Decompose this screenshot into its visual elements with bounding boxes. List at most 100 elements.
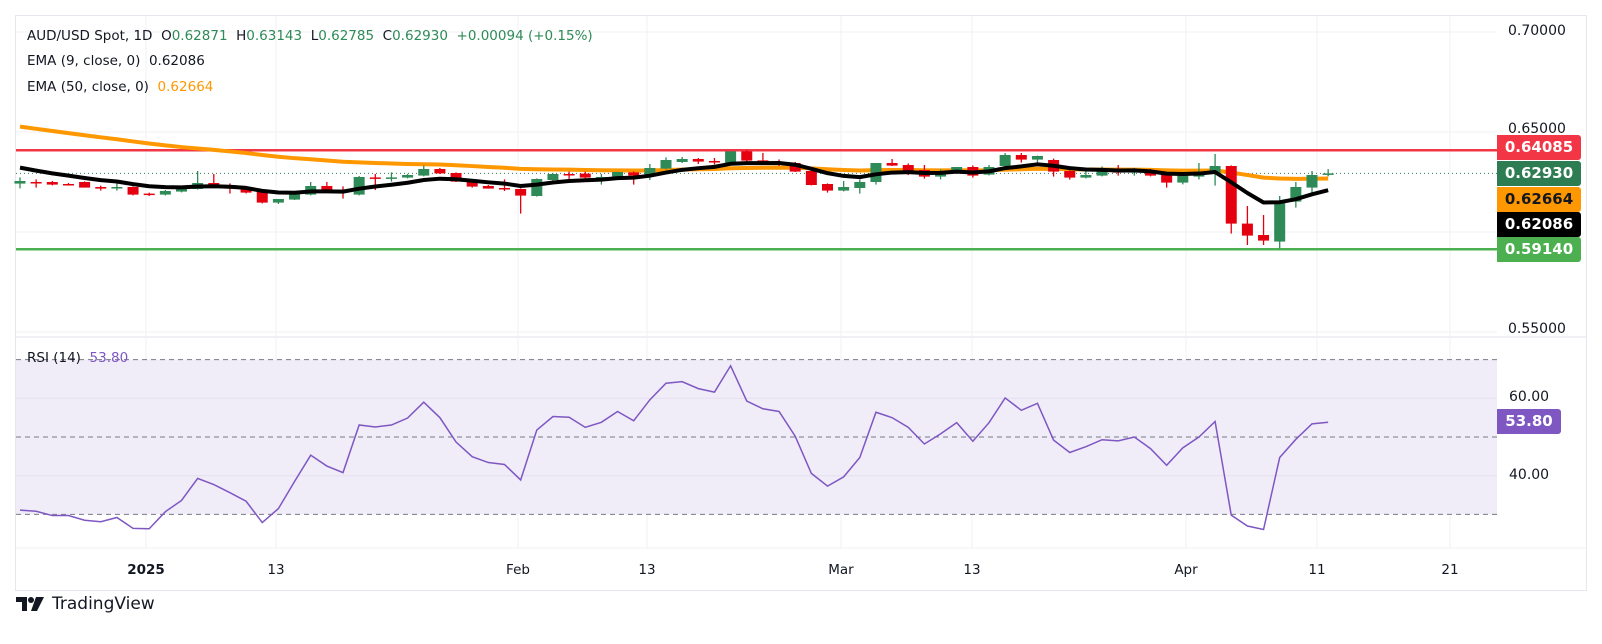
logo-text: TradingView bbox=[52, 594, 155, 614]
candle-body bbox=[1031, 156, 1043, 160]
candle bbox=[822, 183, 833, 193]
date-tick: Feb bbox=[506, 562, 530, 578]
candle-body bbox=[708, 161, 720, 163]
change-value: +0.00094 (+0.15%) bbox=[456, 28, 593, 44]
candle-body bbox=[1177, 175, 1189, 183]
candle bbox=[547, 173, 559, 181]
ema9-price-tag: 0.62086 bbox=[1497, 212, 1581, 237]
candle-body bbox=[79, 182, 91, 188]
candle-body bbox=[1096, 171, 1108, 176]
candle bbox=[838, 181, 850, 192]
candle bbox=[30, 179, 42, 188]
candle-body bbox=[208, 183, 220, 186]
candle bbox=[1290, 182, 1302, 208]
ema50-label: EMA (50, close, 0) bbox=[27, 79, 149, 95]
date-tick: 13 bbox=[963, 562, 981, 578]
candle-body bbox=[999, 155, 1011, 166]
candle bbox=[272, 199, 284, 204]
candle bbox=[1322, 169, 1334, 177]
candle bbox=[256, 191, 268, 204]
candle bbox=[515, 188, 527, 214]
candle bbox=[1177, 175, 1189, 185]
candle bbox=[886, 159, 898, 166]
candle-body bbox=[676, 159, 688, 162]
candle bbox=[14, 177, 26, 189]
candle-body bbox=[789, 163, 801, 172]
symbol-title: AUD/USD Spot, 1D bbox=[27, 28, 153, 44]
candle bbox=[62, 183, 74, 186]
candle bbox=[854, 179, 866, 194]
candle bbox=[1225, 165, 1237, 234]
candle bbox=[127, 186, 139, 196]
candle-body bbox=[321, 186, 333, 191]
candle-body bbox=[1290, 187, 1302, 202]
candle-body bbox=[176, 188, 187, 192]
symbol-legend: AUD/USD Spot, 1D O0.62871 H0.63143 L0.62… bbox=[27, 28, 593, 44]
rsi-value-tag: 53.80 bbox=[1497, 409, 1561, 434]
date-tick: 13 bbox=[267, 562, 285, 578]
close-label: C bbox=[382, 28, 393, 44]
candle-body bbox=[46, 182, 58, 185]
candle-body bbox=[159, 191, 171, 195]
low-value: 0.62785 bbox=[318, 28, 375, 44]
candle bbox=[563, 171, 575, 180]
candle-body bbox=[531, 179, 543, 196]
candle-body bbox=[886, 163, 898, 166]
ema50-price-tag: 0.62664 bbox=[1497, 187, 1581, 212]
rsi-line bbox=[19, 364, 1329, 531]
candle-body bbox=[515, 189, 527, 196]
ema9-label: EMA (9, close, 0) bbox=[27, 53, 141, 69]
candle-body bbox=[1161, 174, 1173, 183]
candle-body bbox=[127, 187, 139, 195]
candle bbox=[1080, 170, 1092, 179]
low-label: L bbox=[310, 28, 319, 44]
candle-body bbox=[628, 172, 640, 176]
candle bbox=[79, 181, 91, 188]
price-tick: 0.70000 bbox=[1508, 23, 1566, 39]
candle-body bbox=[62, 184, 74, 186]
ema9-value: 0.62086 bbox=[148, 53, 205, 69]
candle bbox=[999, 153, 1011, 167]
tradingview-logo[interactable]: TradingView bbox=[16, 594, 155, 614]
candle-body bbox=[111, 187, 123, 189]
candle-body bbox=[725, 151, 737, 163]
candle-body bbox=[95, 187, 107, 189]
candle bbox=[385, 172, 397, 182]
candle-body bbox=[499, 188, 510, 190]
candle bbox=[531, 178, 543, 197]
candle-body bbox=[289, 194, 301, 200]
ema9-legend[interactable]: EMA (9, close, 0) 0.62086 bbox=[27, 53, 205, 69]
candle-body bbox=[402, 175, 414, 178]
date-tick: Mar bbox=[828, 562, 854, 578]
price-tick: 0.55000 bbox=[1508, 321, 1566, 337]
candle-body bbox=[612, 172, 624, 177]
candle-body bbox=[30, 182, 42, 184]
date-tick: 11 bbox=[1308, 562, 1326, 578]
candle bbox=[434, 168, 446, 174]
candle bbox=[1274, 196, 1286, 249]
candle bbox=[46, 181, 58, 186]
candle-body bbox=[547, 174, 559, 180]
candle-body bbox=[838, 187, 850, 191]
candle-body bbox=[1322, 173, 1334, 175]
date-tick: 21 bbox=[1441, 562, 1459, 578]
price-tick: 0.65000 bbox=[1508, 121, 1566, 137]
candle-body bbox=[143, 193, 155, 196]
candle bbox=[353, 176, 365, 196]
candle-body bbox=[579, 173, 591, 178]
date-tick: 13 bbox=[638, 562, 656, 578]
resistance-price-tag: 0.64085 bbox=[1497, 135, 1581, 160]
ema50-legend[interactable]: EMA (50, close, 0) 0.62664 bbox=[27, 79, 213, 95]
candle-body bbox=[1209, 166, 1221, 173]
open-label: O bbox=[161, 28, 172, 44]
rsi-legend[interactable]: RSI (14) 53.80 bbox=[27, 350, 128, 366]
candle-body bbox=[353, 177, 365, 195]
open-value: 0.62871 bbox=[171, 28, 228, 44]
candle-body bbox=[272, 199, 284, 203]
candle-body bbox=[741, 151, 753, 161]
rsi-label: RSI (14) bbox=[27, 350, 81, 366]
date-tick: Apr bbox=[1174, 562, 1198, 578]
high-label: H bbox=[236, 28, 247, 44]
close-value: 0.62930 bbox=[392, 28, 448, 44]
